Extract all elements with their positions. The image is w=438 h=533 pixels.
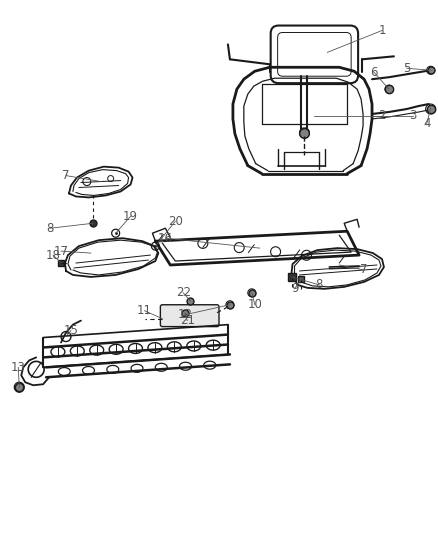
Text: 12: 12 (178, 308, 193, 321)
Text: 8: 8 (316, 278, 323, 292)
FancyBboxPatch shape (160, 305, 219, 327)
Text: 22: 22 (176, 286, 191, 300)
Text: 13: 13 (11, 361, 26, 374)
Text: 8: 8 (46, 222, 54, 235)
Text: 19: 19 (123, 210, 138, 223)
Text: 18: 18 (46, 248, 60, 262)
Text: 3: 3 (409, 109, 417, 123)
Text: 6: 6 (370, 66, 378, 79)
Text: 10: 10 (247, 298, 262, 311)
Text: 21: 21 (180, 314, 195, 327)
Text: 20: 20 (168, 215, 183, 228)
FancyBboxPatch shape (271, 26, 358, 83)
Text: 15: 15 (64, 324, 78, 337)
Text: 1: 1 (378, 24, 386, 37)
Text: 9: 9 (291, 282, 298, 295)
Text: 17: 17 (53, 245, 68, 257)
Text: 7: 7 (62, 169, 70, 182)
Text: 5: 5 (403, 62, 410, 75)
Text: 4: 4 (423, 117, 431, 131)
Text: 2: 2 (378, 109, 386, 123)
Text: 11: 11 (137, 304, 152, 317)
Text: 16: 16 (158, 232, 173, 245)
FancyBboxPatch shape (278, 33, 351, 76)
Text: 7: 7 (360, 263, 368, 277)
